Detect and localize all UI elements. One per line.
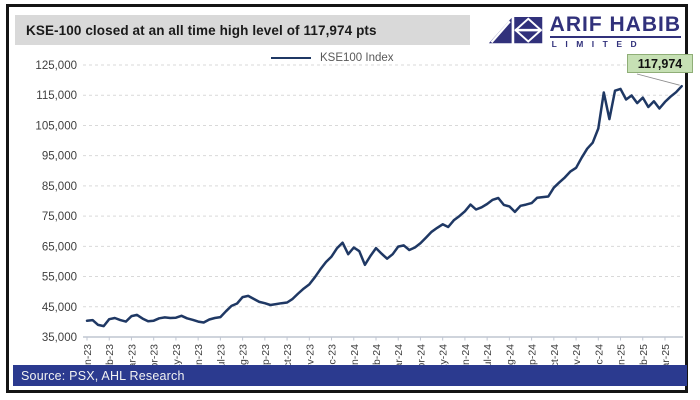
last-value-text: 117,974 bbox=[637, 56, 683, 71]
y-tick-label: 45,000 bbox=[42, 302, 77, 314]
y-tick-label: 115,000 bbox=[36, 90, 77, 102]
callout-leader-line bbox=[636, 73, 680, 86]
source-text: Source: PSX, AHL Research bbox=[21, 368, 185, 383]
arif-habib-logo: ARIF HABIB LIMITED bbox=[488, 12, 681, 50]
y-tick-label: 65,000 bbox=[42, 241, 77, 253]
y-tick-label: 55,000 bbox=[42, 272, 77, 284]
logo-company-name: ARIF HABIB bbox=[549, 12, 681, 38]
logo-company-suffix: LIMITED bbox=[551, 38, 646, 49]
source-bar: Source: PSX, AHL Research bbox=[13, 365, 687, 386]
y-tick-label: 95,000 bbox=[42, 151, 77, 163]
last-value-callout: 117,974 bbox=[627, 54, 693, 73]
y-tick-label: 75,000 bbox=[42, 211, 77, 223]
y-tick-label: 105,000 bbox=[35, 120, 77, 132]
chart-legend: KSE100 Index bbox=[271, 52, 394, 64]
legend-series-label: KSE100 Index bbox=[320, 52, 394, 64]
card-border: KSE-100 closed at an all time high level… bbox=[6, 4, 693, 393]
kse100-line-chart: 35,000 45,000 55,000 65,000 75,000 85,000 95,0… bbox=[35, 60, 683, 379]
chart-title: KSE-100 closed at an all time high level… bbox=[26, 22, 377, 38]
arif-habib-logo-icon bbox=[488, 17, 543, 44]
chart-title-bar: KSE-100 closed at an all time high level… bbox=[15, 15, 470, 45]
y-tick-label: 85,000 bbox=[42, 181, 77, 193]
x-tick-label: Mar-23 bbox=[126, 344, 138, 377]
legend-line-swatch bbox=[271, 57, 311, 59]
arif-habib-logo-text: ARIF HABIB LIMITED bbox=[549, 12, 681, 49]
y-tick-label: 35,000 bbox=[42, 332, 77, 344]
y-tick-label: 125,000 bbox=[35, 60, 77, 72]
kse100-index-line bbox=[85, 84, 683, 328]
